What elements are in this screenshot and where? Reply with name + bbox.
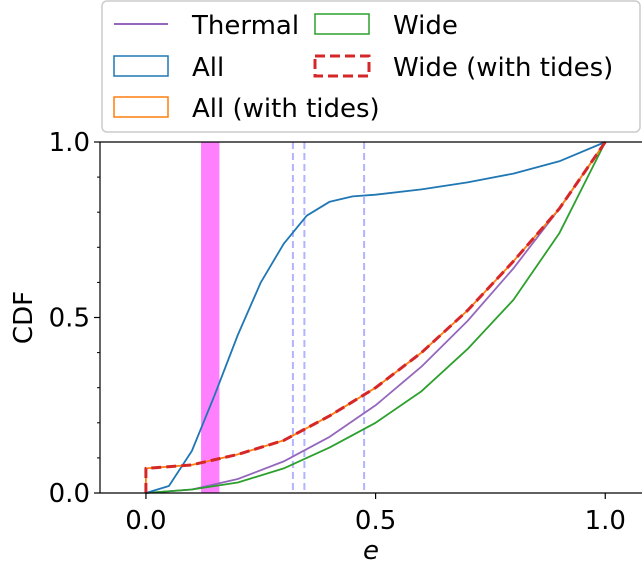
legend-label-thermal: Thermal [191,11,299,41]
legend-frame [101,0,641,133]
y-tick-label: 0.5 [49,304,90,334]
shaded-band-layer [201,142,220,493]
legend: Thermal Wide All Wide (with tides) All (with… [101,0,641,133]
series-line-wide [145,141,607,494]
reference-lines-layer [291,142,366,493]
legend-swatch-all-with-tides [113,96,169,118]
legend-label-all: All [192,53,224,83]
series-line-all [145,141,606,494]
legend-swatch-wide-with-tides [313,54,371,78]
series-layer [144,141,607,494]
x-tick-label: 0.0 [125,506,166,536]
y-tick-label: 1.0 [49,128,90,158]
ticks-layer: 0.0 0.5 1.0 0.0 0.5 1.0 [49,128,626,536]
x-axis-label: e [363,536,379,563]
x-tick-label: 1.0 [585,506,626,536]
legend-swatch-wide [314,13,370,35]
series-line-thermal [145,141,607,494]
y-axis-label: CDF [9,291,39,344]
legend-label-all-with-tides: All (with tides) [192,94,380,124]
legend-swatch-all [113,55,169,77]
shaded-band [201,142,220,493]
legend-label-wide: Wide [393,11,458,41]
legend-label-wide-with-tides: Wide (with tides) [393,53,613,83]
x-tick-label: 0.5 [355,506,396,536]
series-line-wide-with-tides [144,141,607,493]
y-tick-label: 0.0 [49,479,90,509]
